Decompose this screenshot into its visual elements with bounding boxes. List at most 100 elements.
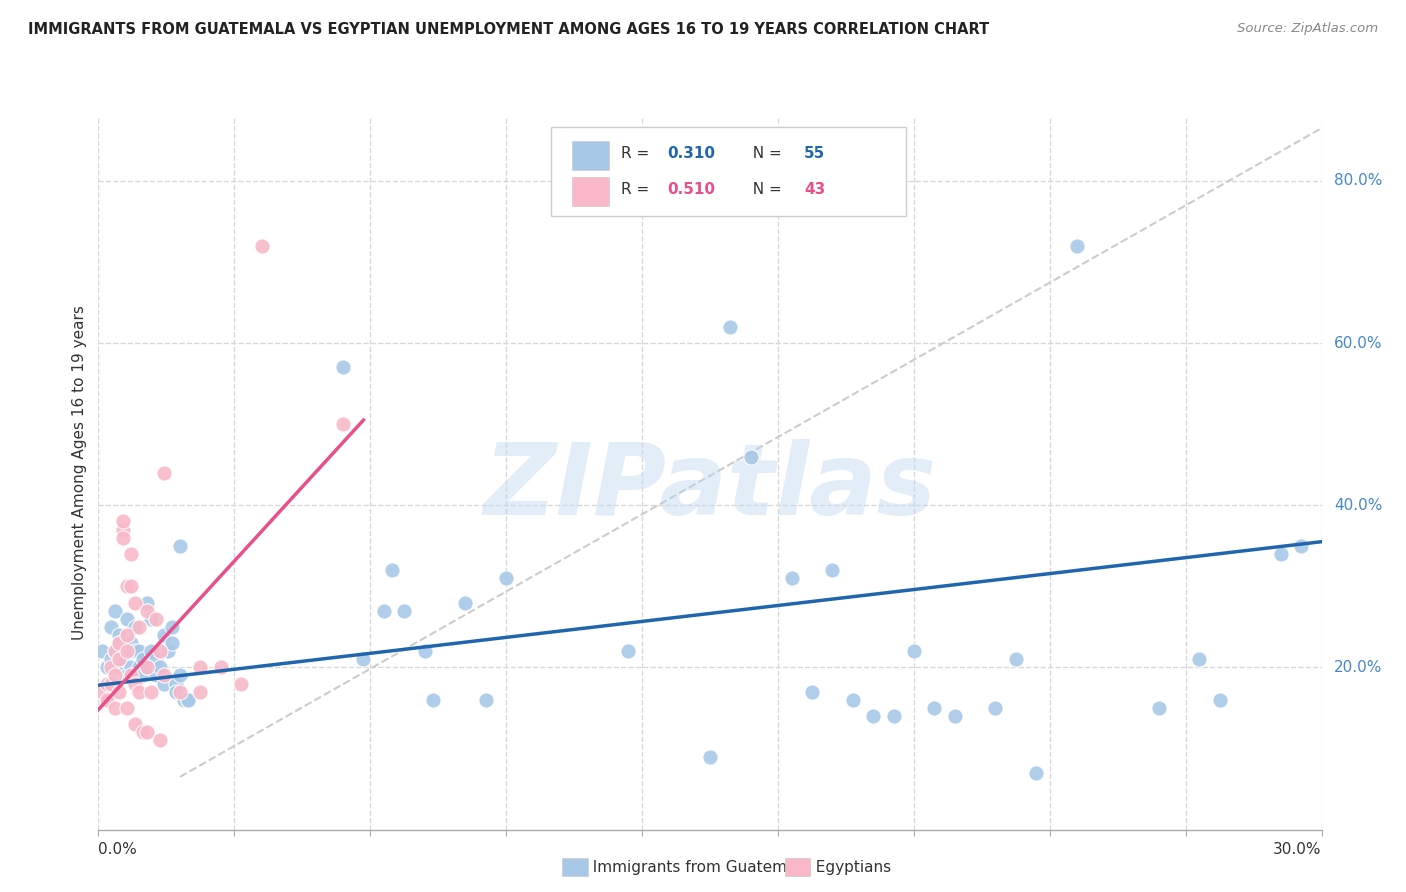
Text: 60.0%: 60.0%	[1334, 335, 1382, 351]
Point	[332, 417, 354, 431]
Point	[108, 628, 131, 642]
Point	[740, 450, 762, 464]
Point	[115, 612, 138, 626]
Point	[124, 717, 146, 731]
Point	[332, 360, 354, 375]
Text: N =: N =	[742, 182, 787, 197]
Point	[100, 652, 122, 666]
Point	[128, 644, 150, 658]
Point	[373, 604, 395, 618]
Point	[108, 660, 131, 674]
Point	[1188, 652, 1211, 666]
Point	[862, 709, 884, 723]
Point	[136, 595, 159, 609]
Point	[156, 644, 179, 658]
Point	[115, 668, 138, 682]
Point	[152, 676, 174, 690]
Point	[1270, 547, 1292, 561]
Point	[841, 693, 863, 707]
Point	[821, 563, 844, 577]
Point	[120, 636, 142, 650]
Point	[104, 660, 127, 674]
Point	[165, 676, 187, 690]
Point	[124, 676, 146, 690]
Point	[1004, 652, 1026, 666]
Point	[104, 604, 127, 618]
Text: Immigrants from Guatemala: Immigrants from Guatemala	[583, 860, 810, 874]
Point	[115, 644, 138, 658]
Point	[250, 238, 273, 252]
Text: N =: N =	[742, 145, 787, 161]
Point	[145, 668, 167, 682]
Point	[136, 604, 159, 618]
Point	[495, 571, 517, 585]
Point	[149, 644, 172, 658]
Point	[104, 644, 127, 658]
FancyBboxPatch shape	[551, 127, 905, 216]
Point	[699, 749, 721, 764]
Point	[100, 676, 122, 690]
Point	[1291, 539, 1313, 553]
Point	[177, 693, 200, 707]
Point	[903, 644, 925, 658]
Point	[128, 684, 150, 698]
Point	[104, 644, 127, 658]
Text: 80.0%: 80.0%	[1334, 173, 1382, 188]
Point	[136, 725, 159, 739]
Point	[120, 579, 142, 593]
Point	[413, 644, 436, 658]
Point	[883, 709, 905, 723]
Point	[984, 701, 1007, 715]
Point	[136, 660, 159, 674]
Point	[141, 612, 163, 626]
Point	[173, 693, 195, 707]
Point	[111, 523, 134, 537]
Text: 55: 55	[804, 145, 825, 161]
Point	[91, 684, 114, 698]
Point	[100, 660, 122, 674]
Point	[149, 660, 172, 674]
Point	[115, 644, 138, 658]
Point	[188, 684, 212, 698]
Point	[152, 628, 174, 642]
Text: ZIPatlas: ZIPatlas	[484, 439, 936, 535]
Point	[169, 668, 191, 682]
Point	[111, 531, 134, 545]
Point	[108, 684, 131, 698]
Point	[108, 636, 131, 650]
Point	[100, 620, 122, 634]
Point	[169, 684, 191, 698]
Point	[149, 733, 172, 747]
Point	[780, 571, 803, 585]
Point	[115, 579, 138, 593]
Point	[352, 652, 374, 666]
Point	[141, 684, 163, 698]
Point	[209, 660, 232, 674]
Point	[120, 660, 142, 674]
Point	[943, 709, 966, 723]
Text: IMMIGRANTS FROM GUATEMALA VS EGYPTIAN UNEMPLOYMENT AMONG AGES 16 TO 19 YEARS COR: IMMIGRANTS FROM GUATEMALA VS EGYPTIAN UN…	[28, 22, 990, 37]
Point	[922, 701, 945, 715]
Point	[160, 620, 183, 634]
Text: R =: R =	[620, 182, 654, 197]
Point	[177, 693, 200, 707]
Point	[718, 319, 742, 334]
Point	[1025, 765, 1047, 780]
Point	[231, 676, 253, 690]
Point	[381, 563, 404, 577]
Point	[124, 595, 146, 609]
Y-axis label: Unemployment Among Ages 16 to 19 years: Unemployment Among Ages 16 to 19 years	[72, 305, 87, 640]
Text: 0.0%: 0.0%	[98, 842, 138, 856]
Text: 40.0%: 40.0%	[1334, 498, 1382, 513]
Point	[1066, 238, 1088, 252]
Point	[115, 701, 138, 715]
FancyBboxPatch shape	[572, 178, 609, 206]
Text: Source: ZipAtlas.com: Source: ZipAtlas.com	[1237, 22, 1378, 36]
Point	[145, 612, 167, 626]
Text: 0.310: 0.310	[668, 145, 716, 161]
Point	[136, 660, 159, 674]
Point	[1147, 701, 1170, 715]
Point	[188, 660, 212, 674]
Point	[392, 604, 416, 618]
Point	[152, 668, 174, 682]
